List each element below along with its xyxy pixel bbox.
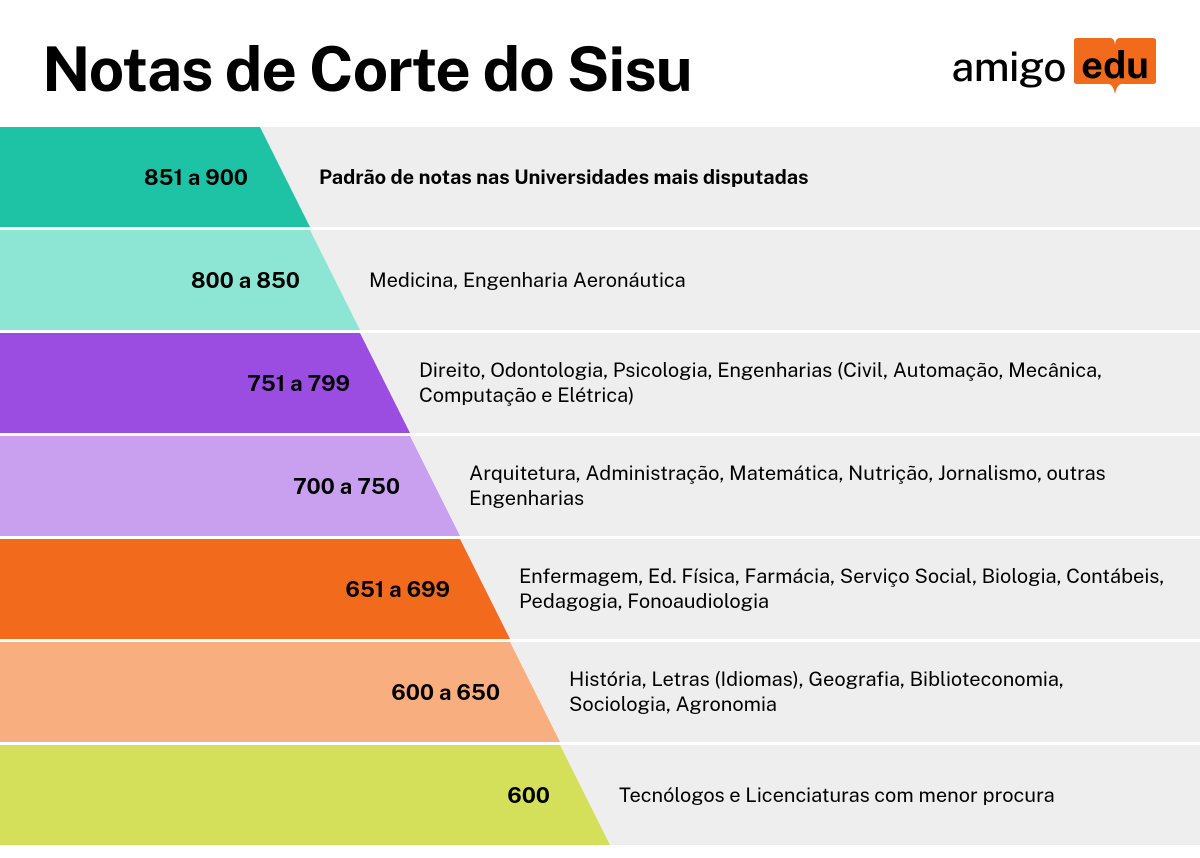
- chart-row: 751 a 799 Direito, Odontologia, Psicologi…: [0, 333, 1200, 433]
- chart-row: 700 a 750 Arquitetura, Administração, Mat…: [0, 436, 1200, 536]
- chart-step: 600: [0, 745, 610, 845]
- chart-step: 600 a 650: [0, 642, 560, 742]
- header: Notas de Corte do Sisu amigo edu: [0, 0, 1200, 127]
- logo-text-left: amigo: [951, 43, 1066, 91]
- chart-row: 600 Tecnólogos e Licenciaturas com menor …: [0, 745, 1200, 845]
- chart-step: 751 a 799: [0, 333, 410, 433]
- chart-step: 700 a 750: [0, 436, 460, 536]
- chart-step: 800 a 850: [0, 230, 360, 330]
- row-description-text: Tecnólogos e Licenciaturas com menor pro…: [619, 783, 1055, 808]
- row-description: Medicina, Engenharia Aeronáutica: [369, 230, 1170, 330]
- row-description: Tecnólogos e Licenciaturas com menor pro…: [619, 745, 1170, 845]
- row-description: Enfermagem, Ed. Física, Farmácia, Serviç…: [519, 539, 1170, 639]
- row-description: Arquitetura, Administração, Matemática, …: [469, 436, 1170, 536]
- chart-step: 851 a 900: [0, 127, 310, 227]
- row-description-text: Medicina, Engenharia Aeronáutica: [369, 268, 686, 293]
- range-label: 600: [507, 782, 610, 808]
- chart-row: 600 a 650 História, Letras (Idiomas), Geo…: [0, 642, 1200, 742]
- logo-text-right: edu: [1072, 38, 1158, 96]
- row-description-text: Enfermagem, Ed. Física, Farmácia, Serviç…: [519, 564, 1170, 614]
- row-description-text: Arquitetura, Administração, Matemática, …: [469, 461, 1170, 511]
- chart-row: 651 a 699 Enfermagem, Ed. Física, Farmáci…: [0, 539, 1200, 639]
- logo: amigo edu: [951, 38, 1158, 96]
- row-description: Direito, Odontologia, Psicologia, Engenh…: [419, 333, 1170, 433]
- row-description: Padrão de notas nas Universidades mais d…: [319, 127, 1170, 227]
- range-label: 751 a 799: [247, 370, 410, 396]
- row-description-text: Padrão de notas nas Universidades mais d…: [319, 165, 809, 190]
- row-description-text: História, Letras (Idiomas), Geografia, B…: [569, 667, 1170, 717]
- range-label: 700 a 750: [293, 473, 460, 499]
- chart-row: 851 a 900 Padrão de notas nas Universidad…: [0, 127, 1200, 227]
- range-label: 800 a 850: [191, 267, 360, 293]
- range-label: 651 a 699: [345, 576, 510, 602]
- chart-step: 651 a 699: [0, 539, 510, 639]
- pyramid-chart: 851 a 900 Padrão de notas nas Universidad…: [0, 127, 1200, 845]
- range-label: 600 a 650: [391, 679, 560, 705]
- row-description: História, Letras (Idiomas), Geografia, B…: [569, 642, 1170, 742]
- chart-row: 800 a 850 Medicina, Engenharia Aeronáutic…: [0, 230, 1200, 330]
- range-label: 851 a 900: [144, 164, 310, 190]
- logo-badge: edu: [1072, 38, 1158, 96]
- row-description-text: Direito, Odontologia, Psicologia, Engenh…: [419, 358, 1170, 408]
- page-title: Notas de Corte do Sisu: [42, 32, 692, 105]
